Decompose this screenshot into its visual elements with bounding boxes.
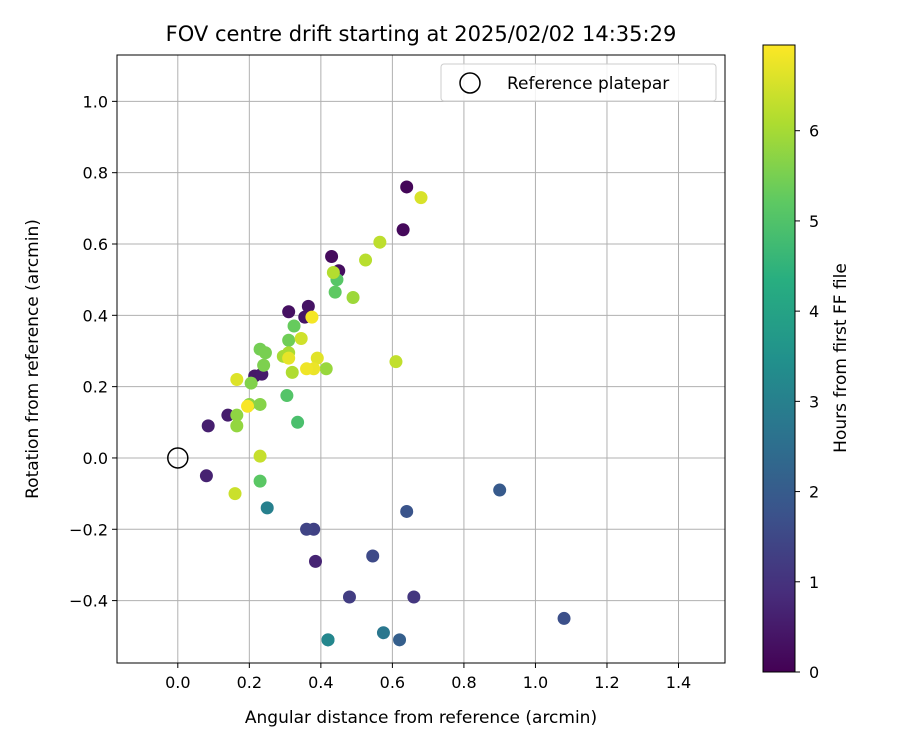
scatter-point <box>300 362 314 376</box>
colorbar-tick-label: 2 <box>809 483 819 502</box>
scatter-point <box>258 346 272 360</box>
x-tick-label: 0.2 <box>237 673 262 692</box>
grid-lines <box>117 55 725 663</box>
scatter-point <box>257 358 271 372</box>
scatter-point <box>376 626 390 640</box>
scatter-point <box>305 310 319 324</box>
scatter-point <box>228 487 242 501</box>
x-tick-label: 0.0 <box>165 673 190 692</box>
y-tick-label: 0.0 <box>83 449 108 468</box>
scatter-points <box>167 180 571 647</box>
scatter-point <box>414 191 428 205</box>
scatter-point <box>230 419 244 433</box>
x-tick-label: 0.6 <box>380 673 405 692</box>
x-tick-label: 1.0 <box>523 673 548 692</box>
scatter-point <box>310 351 324 365</box>
scatter-point <box>280 389 294 403</box>
scatter-point <box>366 549 380 563</box>
x-axis-ticks: 0.0 0.2 0.4 0.6 0.8 1.0 1.2 1.4 <box>165 663 691 692</box>
scatter-point <box>201 419 215 433</box>
reference-point-marker <box>167 447 189 469</box>
legend-marker-icon <box>459 72 481 94</box>
scatter-point <box>253 474 267 488</box>
scatter-point <box>300 522 314 536</box>
scatter-point <box>253 397 267 411</box>
scatter-point <box>282 333 296 347</box>
colorbar: 0 1 2 3 4 5 6 Hours from first FF file <box>762 44 851 682</box>
scatter-point <box>328 285 342 299</box>
scatter-point <box>393 633 407 647</box>
y-tick-label: 0.4 <box>83 306 108 325</box>
scatter-point <box>493 483 507 497</box>
y-tick-label: 0.6 <box>83 235 108 254</box>
scatter-point <box>321 633 335 647</box>
scatter-point <box>282 351 296 365</box>
scatter-point <box>285 365 299 379</box>
y-tick-label: −0.4 <box>69 592 108 611</box>
x-tick-label: 1.4 <box>666 673 691 692</box>
y-tick-label: −0.2 <box>69 520 108 539</box>
scatter-point <box>260 501 274 515</box>
scatter-point <box>407 590 421 604</box>
scatter-point <box>389 355 403 369</box>
scatter-point <box>241 399 255 413</box>
scatter-point <box>319 362 333 376</box>
y-tick-label: 0.8 <box>83 164 108 183</box>
y-tick-label: 1.0 <box>83 92 108 111</box>
scatter-point <box>294 331 308 345</box>
scatter-point <box>308 554 322 568</box>
scatter-point <box>346 290 360 304</box>
scatter-point <box>400 504 414 518</box>
scatter-point <box>396 223 410 237</box>
scatter-point <box>230 408 244 422</box>
scatter-point <box>342 590 356 604</box>
plot-frame <box>116 54 726 664</box>
scatter-point <box>221 408 235 422</box>
scatter-point <box>287 319 301 333</box>
x-tick-label: 0.8 <box>451 673 476 692</box>
scatter-point <box>301 299 315 313</box>
legend-label: Reference platepar <box>507 74 669 94</box>
x-tick-label: 0.4 <box>308 673 333 692</box>
scatter-point <box>373 235 387 249</box>
y-axis-ticks: −0.4 −0.2 0.0 0.2 0.4 0.6 0.8 1.0 <box>69 92 117 611</box>
colorbar-ticks: 0 1 2 3 4 5 6 <box>795 122 819 682</box>
scatter-point <box>400 180 414 194</box>
legend: Reference platepar <box>440 63 717 102</box>
scatter-point <box>244 376 258 390</box>
colorbar-label: Hours from first FF file <box>831 263 851 453</box>
colorbar-tick-label: 5 <box>809 212 819 231</box>
x-axis-label: Angular distance from reference (arcmin) <box>245 708 597 728</box>
scatter-point <box>282 305 296 319</box>
colorbar-tick-label: 1 <box>809 573 819 592</box>
colorbar-tick-label: 4 <box>809 302 819 321</box>
scatter-point <box>326 266 340 280</box>
chart-title: FOV centre drift starting at 2025/02/02 … <box>166 22 677 46</box>
x-tick-label: 1.2 <box>594 673 619 692</box>
colorbar-tick-label: 0 <box>809 663 819 682</box>
scatter-point <box>253 449 267 463</box>
scatter-point <box>230 373 244 387</box>
scatter-point <box>291 415 305 429</box>
scatter-point <box>557 611 571 625</box>
colorbar-gradient <box>762 44 796 673</box>
colorbar-tick-label: 3 <box>809 392 819 411</box>
scatter-point <box>199 469 213 483</box>
scatter-point <box>325 249 339 263</box>
legend-box <box>440 63 717 102</box>
scatter-point <box>359 253 373 267</box>
y-axis-label: Rotation from reference (arcmin) <box>23 219 43 499</box>
y-tick-label: 0.2 <box>83 378 108 397</box>
colorbar-tick-label: 6 <box>809 122 819 141</box>
